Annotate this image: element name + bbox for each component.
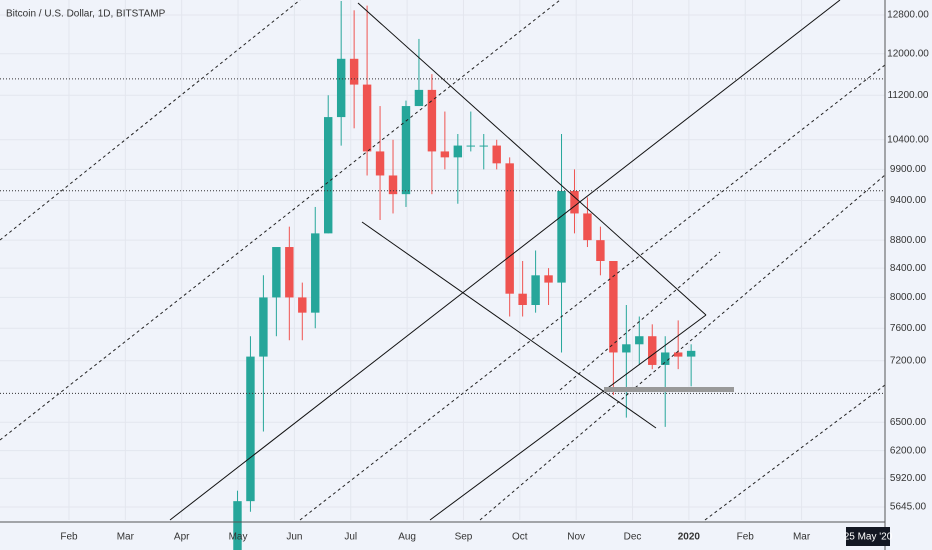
candle-body bbox=[388, 175, 398, 195]
candles bbox=[233, 1, 696, 550]
y-tick-label: 8000.00 bbox=[890, 292, 927, 303]
candle-body bbox=[583, 213, 592, 241]
trend-line bbox=[169, 0, 841, 521]
dashed-line bbox=[0, 0, 561, 441]
candle-body bbox=[479, 145, 488, 147]
x-tick-label: May bbox=[229, 532, 248, 543]
candle-body bbox=[285, 247, 294, 298]
x-tick-label: Oct bbox=[512, 532, 528, 543]
channel-line bbox=[357, 2, 707, 316]
y-tick-label: 12000.00 bbox=[887, 48, 929, 59]
zone bbox=[604, 387, 734, 392]
y-tick-label: 8400.00 bbox=[890, 263, 927, 274]
y-tick-label: 5645.00 bbox=[890, 502, 927, 513]
x-tick-label: 2020 bbox=[678, 532, 701, 543]
y-tick-label: 12800.00 bbox=[887, 10, 929, 21]
candle-body bbox=[673, 352, 683, 357]
candle-body bbox=[272, 247, 281, 298]
y-tick-label: 9400.00 bbox=[890, 195, 927, 206]
cursor-date: 25 May '20 bbox=[844, 532, 893, 543]
candle-body bbox=[246, 356, 255, 502]
candle-body bbox=[323, 117, 333, 234]
y-tick-label: 11200.00 bbox=[888, 90, 929, 101]
dashed-line bbox=[704, 384, 886, 521]
y-tick-label: 7200.00 bbox=[890, 355, 927, 366]
candle-body bbox=[622, 344, 631, 353]
dashed-line bbox=[559, 251, 721, 391]
candle-body bbox=[453, 145, 463, 158]
drawings bbox=[0, 0, 886, 521]
candle-body bbox=[531, 275, 540, 305]
price-axis bbox=[885, 0, 932, 550]
candle-body bbox=[233, 501, 242, 550]
axis-labels: 12800.00 12000.00 11200.00 10400.00 9900.00 9… bbox=[60, 10, 929, 543]
candle-body bbox=[375, 151, 385, 176]
y-tick-label: 10400.00 bbox=[887, 134, 929, 145]
candle-body bbox=[609, 261, 618, 353]
x-tick-label: Mar bbox=[117, 532, 135, 543]
candle-body bbox=[466, 145, 476, 147]
x-tick-label: Apr bbox=[174, 532, 190, 543]
y-tick-label: 9900.00 bbox=[890, 164, 927, 175]
y-tick-label: 8800.00 bbox=[890, 235, 927, 246]
candle-body bbox=[518, 293, 527, 305]
x-tick-label: Mar bbox=[793, 532, 811, 543]
candle-body bbox=[648, 336, 657, 365]
candle-body bbox=[544, 275, 553, 283]
candle-body bbox=[661, 352, 670, 365]
candle-body bbox=[427, 89, 437, 152]
candle-body bbox=[686, 350, 696, 357]
y-tick-label: 7600.00 bbox=[890, 323, 927, 334]
candle-body bbox=[492, 145, 501, 164]
candle-body bbox=[259, 297, 268, 357]
candle-body bbox=[570, 191, 579, 214]
x-tick-label: Dec bbox=[624, 532, 642, 543]
candle-body bbox=[401, 106, 411, 195]
candle-body bbox=[298, 297, 307, 313]
candle-body bbox=[349, 58, 359, 85]
x-tick-label: Aug bbox=[398, 532, 416, 543]
candle-body bbox=[557, 191, 566, 283]
y-tick-label: 6500.00 bbox=[890, 417, 927, 428]
candle-body bbox=[414, 89, 424, 107]
x-tick-label: Jun bbox=[286, 532, 302, 543]
y-tick-label: 5920.00 bbox=[890, 473, 927, 484]
dashed-line bbox=[0, 0, 301, 241]
x-tick-label: Feb bbox=[737, 532, 755, 543]
candle-body bbox=[596, 240, 605, 262]
x-tick-label: Sep bbox=[455, 532, 473, 543]
chart-title: Bitcoin / U.S. Dollar, 1D, BITSTAMP bbox=[6, 9, 166, 20]
candle-body bbox=[440, 151, 450, 158]
trend-line bbox=[429, 314, 707, 521]
y-tick-label: 6200.00 bbox=[890, 445, 927, 456]
grid bbox=[0, 0, 885, 520]
candle-body bbox=[362, 84, 372, 152]
cursor-date-box bbox=[846, 527, 890, 546]
candle-body bbox=[635, 336, 644, 345]
candle-body bbox=[311, 233, 320, 313]
dashed-line bbox=[479, 174, 886, 521]
candle-body bbox=[336, 58, 346, 118]
x-tick-label: Jul bbox=[344, 532, 357, 543]
candle-body bbox=[505, 163, 514, 294]
x-tick-label: Nov bbox=[567, 532, 585, 543]
x-tick-label: Feb bbox=[60, 532, 78, 543]
